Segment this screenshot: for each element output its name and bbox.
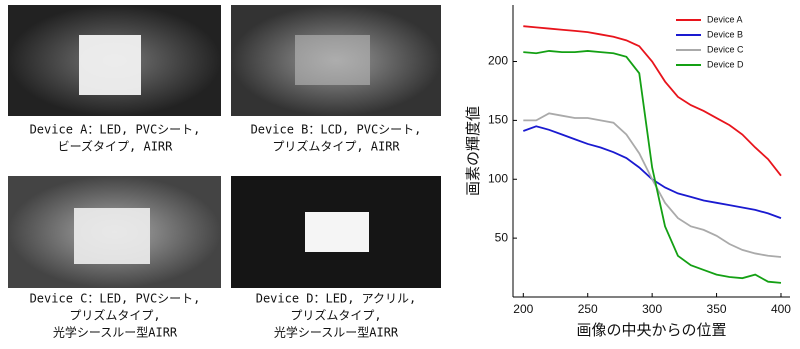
series-line — [523, 25, 782, 177]
photo-d — [231, 176, 441, 288]
y-tick-label: 150 — [488, 113, 508, 127]
photo-c — [8, 176, 221, 288]
y-axis-label: 画素の輝度値 — [464, 106, 482, 196]
caption-line: Device C：LED, PVCシート, — [30, 292, 201, 306]
y-tick-label: 100 — [488, 171, 508, 185]
legend-label: Device A — [707, 14, 743, 24]
caption-line: Device A：LED, PVCシート, — [30, 123, 201, 137]
caption-line: ビーズタイプ, AIRR — [58, 139, 174, 154]
x-axis-label: 画像の中央からの位置 — [576, 321, 726, 339]
y-tick-label: 200 — [488, 54, 508, 68]
series-line — [522, 125, 782, 219]
x-tick-label: 300 — [642, 302, 662, 316]
photo-a — [8, 5, 221, 116]
caption-line: 光学シースルー型AIRR — [274, 325, 399, 340]
caption-line: プリズムタイプ, — [69, 308, 160, 323]
series-line — [523, 50, 782, 284]
captions: Device A：LED, PVCシート, ビーズタイプ, AIRR Device … — [30, 123, 422, 340]
caption-line: Device D：LED, アクリル, — [256, 292, 417, 306]
caption-line: 光学シースルー型AIRR — [53, 325, 178, 340]
line-chart: 200 250 300 350 400 50 100 150 200 画像の中央からの位置 画素の輝… — [464, 5, 791, 339]
caption-line: プリズムタイプ, — [290, 308, 381, 323]
y-tick-label: 50 — [495, 230, 509, 244]
legend-label: Device C — [707, 44, 744, 54]
legend-label: Device D — [707, 59, 744, 69]
x-tick-label: 400 — [771, 302, 791, 316]
legend-label: Device B — [707, 29, 743, 39]
series-line — [523, 112, 782, 258]
x-tick-label: 250 — [578, 302, 598, 316]
x-tick-label: 350 — [707, 302, 727, 316]
caption-line: Device B：LCD, PVCシート, — [251, 123, 422, 137]
x-tick-label: 200 — [513, 302, 533, 316]
photo-b — [231, 5, 441, 116]
caption-line: プリズムタイプ, AIRR — [272, 139, 400, 154]
